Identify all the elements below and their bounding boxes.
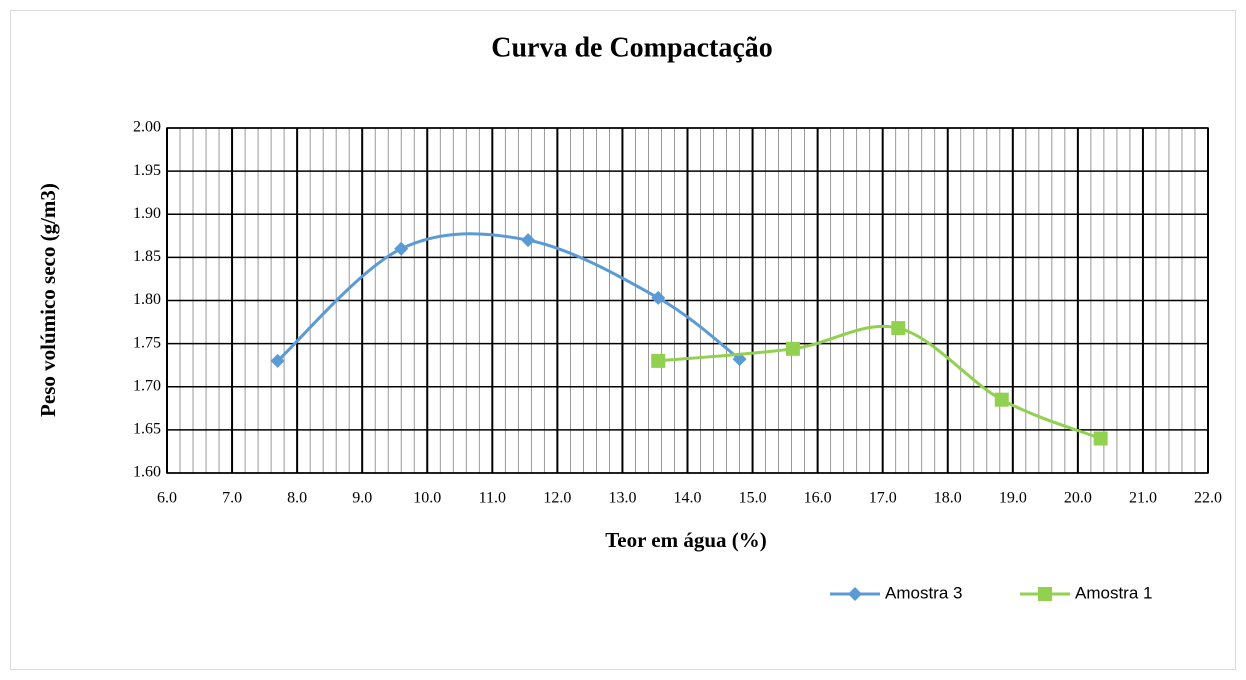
legend-label: Amostra 1	[1075, 583, 1152, 602]
x-tick-label: 12.0	[543, 490, 571, 507]
chart-title: Curva de Compactação	[491, 32, 773, 63]
y-tick-label: 1.90	[133, 205, 161, 222]
data-point	[270, 353, 285, 368]
data-point	[891, 321, 906, 336]
y-tick-label: 1.65	[133, 421, 161, 438]
y-tick-label: 1.85	[133, 248, 161, 265]
y-tick-label: 1.70	[133, 377, 161, 394]
x-tick-label: 20.0	[1064, 490, 1092, 507]
data-point	[785, 341, 800, 356]
x-tick-label: 6.0	[157, 490, 177, 507]
legend-marker	[1038, 587, 1052, 601]
x-axis-label: Teor em água (%)	[605, 528, 767, 552]
legend-label: Amostra 3	[885, 583, 962, 602]
x-tick-label: 18.0	[934, 490, 962, 507]
plot-border	[166, 127, 1209, 474]
y-axis-label: Peso volúmico seco (g/m3)	[36, 183, 60, 417]
x-tick-label: 14.0	[674, 490, 702, 507]
data-point	[651, 353, 666, 368]
data-point	[994, 392, 1009, 407]
x-tick-label: 7.0	[222, 490, 242, 507]
x-tick-label: 17.0	[869, 490, 897, 507]
x-tick-label: 16.0	[804, 490, 832, 507]
x-tick-label: 9.0	[352, 490, 372, 507]
x-tick-label: 13.0	[608, 490, 636, 507]
x-tick-label: 19.0	[999, 490, 1027, 507]
y-tick-label: 1.60	[133, 464, 161, 481]
y-tick-label: 2.00	[133, 119, 161, 136]
y-tick-label: 1.80	[133, 291, 161, 308]
x-tick-label: 21.0	[1129, 490, 1157, 507]
x-tick-label: 15.0	[739, 490, 767, 507]
y-tick-label: 1.75	[133, 334, 161, 351]
x-tick-label: 11.0	[479, 490, 506, 507]
x-tick-label: 8.0	[287, 490, 307, 507]
data-point	[521, 233, 536, 248]
y-tick-label: 1.95	[133, 162, 161, 179]
x-tick-label: 10.0	[413, 490, 441, 507]
data-point	[394, 241, 409, 256]
x-tick-label: 22.0	[1194, 490, 1222, 507]
data-point	[651, 290, 666, 305]
legend-marker	[848, 587, 862, 601]
data-point	[1093, 431, 1108, 446]
